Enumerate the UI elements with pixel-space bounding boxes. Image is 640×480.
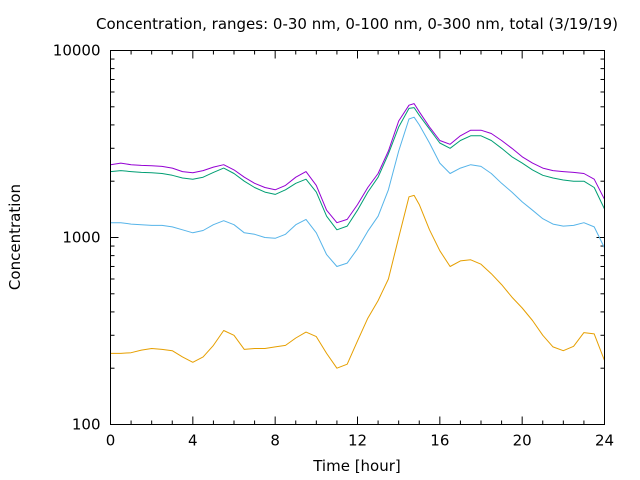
series-line-3: [110, 107, 605, 231]
x-tick-label: 8: [270, 432, 280, 450]
chart-title: Concentration, ranges: 0-30 nm, 0-100 nm…: [96, 15, 618, 33]
y-tick-label: 100: [72, 416, 101, 434]
y-tick-label: 1000: [62, 229, 100, 247]
series-line-2: [110, 116, 605, 267]
x-tick-label: 20: [513, 432, 532, 450]
y-axis-label: Concentration: [6, 184, 24, 290]
x-tick-label: 4: [188, 432, 198, 450]
x-axis-label: Time [hour]: [312, 457, 401, 475]
x-tick-label: 16: [430, 432, 449, 450]
x-tick-label: 0: [106, 432, 116, 450]
x-tick-label: 24: [595, 432, 614, 450]
y-tick-label: 10000: [53, 42, 101, 60]
series-lines: [110, 103, 605, 369]
series-line-1: [110, 194, 605, 369]
plot-frame: [110, 50, 605, 425]
x-tick-label: 12: [348, 432, 367, 450]
series-line-4: [110, 103, 605, 224]
